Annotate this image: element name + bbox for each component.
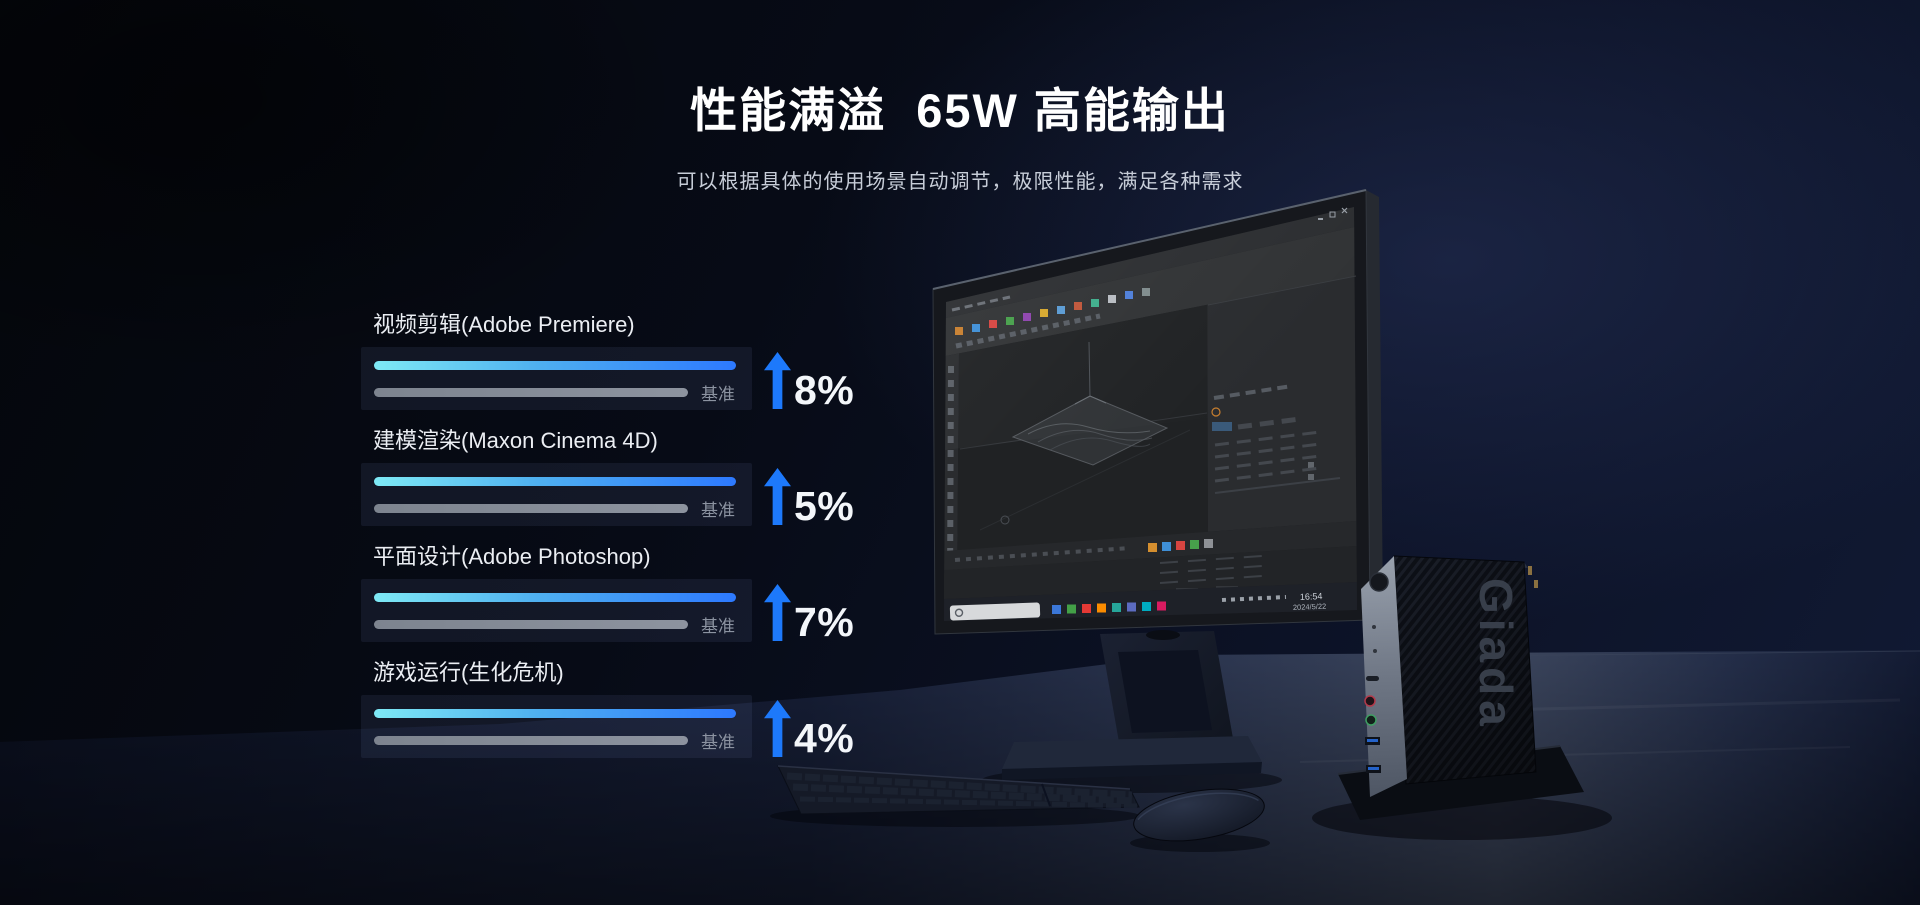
performance-bar — [374, 477, 736, 486]
benchmark-row-cinema4d: 建模渲染(Maxon Cinema 4D) 基准 5% — [361, 428, 921, 526]
usb-a-port — [1365, 737, 1380, 745]
audio-jack — [1365, 714, 1377, 726]
delta-value: 8% — [794, 366, 855, 413]
c4d-timeline — [944, 521, 1357, 570]
performance-bar — [374, 709, 736, 718]
benchmark-label: 视频剪辑(Adobe Premiere) — [373, 312, 635, 337]
giada-logo: Giada — [1470, 578, 1522, 731]
baseline-bar — [374, 387, 688, 397]
delta-value: 7% — [794, 598, 855, 645]
benchmark-label: 建模渲染(Maxon Cinema 4D) — [373, 428, 658, 453]
usb-c-port — [1366, 676, 1379, 681]
performance-bar — [374, 593, 736, 602]
increase-arrow-icon — [764, 352, 791, 409]
baseline-bar — [374, 619, 688, 629]
usb-a-port — [1366, 765, 1381, 773]
benchmark-delta: 7% — [764, 579, 854, 642]
benchmark-delta: 8% — [764, 347, 854, 410]
mini-pc-graphic: Giada — [1312, 555, 1612, 840]
increase-arrow-icon — [764, 468, 791, 525]
benchmark-label: 游戏运行(生化危机) — [373, 660, 564, 685]
baseline-label: 基准 — [701, 500, 735, 520]
delta-value: 4% — [794, 714, 855, 761]
taskbar-tray-icons — [1221, 595, 1287, 602]
page-subtitle: 可以根据具体的使用场景自动调节，极限性能，满足各种需求 — [676, 171, 1244, 193]
benchmark-row-photoshop: 平面设计(Adobe Photoshop) 基准 7% — [361, 544, 921, 642]
benchmark-row-premiere: 视频剪辑(Adobe Premiere) 基准 8% — [361, 312, 921, 410]
increase-arrow-icon — [764, 584, 791, 641]
taskbar-clock: 16:54 2024/5/22 — [1293, 591, 1327, 612]
monitor-screen: 16:54 2024/5/22 — [944, 207, 1357, 621]
baseline-bar — [374, 503, 688, 513]
mouse-graphic — [1130, 788, 1270, 852]
benchmark-delta: 4% — [764, 695, 854, 758]
benchmark-panel: 基准 — [361, 579, 752, 642]
benchmark-label: 平面设计(Adobe Photoshop) — [373, 544, 651, 569]
taskbar-time: 16:54 — [1300, 591, 1323, 602]
baseline-label: 基准 — [701, 616, 735, 636]
windows-taskbar: 16:54 2024/5/22 — [944, 582, 1357, 621]
taskbar-search — [949, 602, 1041, 621]
monitor-stand — [982, 630, 1282, 793]
mini-pc-ports — [1364, 625, 1381, 773]
performance-bar — [374, 361, 736, 370]
benchmark-row-game: 游戏运行(生化危机) 基准 4% — [361, 660, 921, 758]
hero-header: 性能满溢 65W 高能输出 可以根据具体的使用场景自动调节，极限性能，满足各种需… — [0, 72, 1920, 194]
page-title: 性能满溢 65W 高能输出 — [690, 84, 1230, 137]
taskbar-date: 2024/5/22 — [1293, 602, 1327, 612]
baseline-label: 基准 — [701, 384, 735, 404]
benchmark-delta: 5% — [764, 463, 854, 526]
increase-arrow-icon — [764, 700, 791, 757]
mini-pc-front-panel — [1361, 556, 1407, 797]
power-button-icon — [1369, 572, 1389, 592]
benchmark-panel: 基准 — [361, 463, 752, 526]
mic-jack — [1364, 695, 1376, 707]
keyboard-graphic — [770, 765, 1140, 827]
benchmark-panel: 基准 — [361, 347, 752, 410]
benchmark-chart: 视频剪辑(Adobe Premiere) 基准 8% 建模渲染(Maxon Ci… — [361, 312, 921, 776]
baseline-bar — [374, 735, 688, 745]
monitor-graphic: 16:54 2024/5/22 — [932, 189, 1383, 635]
benchmark-panel: 基准 — [361, 695, 752, 758]
taskbar-app-icons — [1052, 601, 1166, 614]
delta-value: 5% — [794, 482, 855, 529]
baseline-label: 基准 — [701, 732, 735, 752]
